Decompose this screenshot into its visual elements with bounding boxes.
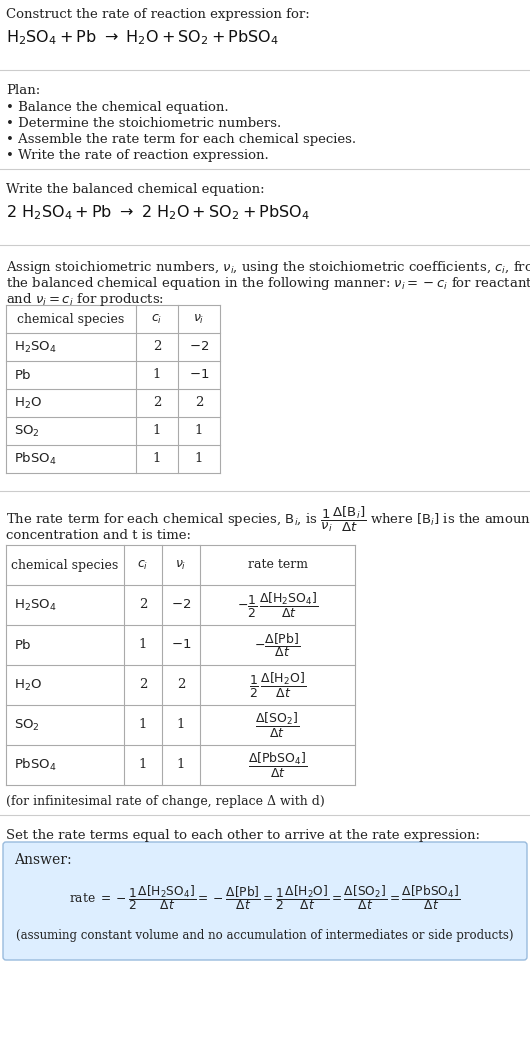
- Text: $\mathrm{H_2O}$: $\mathrm{H_2O}$: [14, 395, 42, 410]
- Text: 2: 2: [139, 679, 147, 691]
- Text: $\mathrm{PbSO_4}$: $\mathrm{PbSO_4}$: [14, 451, 57, 468]
- Text: $\mathrm{2\ H_2SO_4 + Pb\ \rightarrow\ 2\ H_2O + SO_2 + PbSO_4}$: $\mathrm{2\ H_2SO_4 + Pb\ \rightarrow\ 2…: [6, 203, 310, 222]
- Text: • Balance the chemical equation.: • Balance the chemical equation.: [6, 101, 228, 114]
- Text: 1: 1: [139, 758, 147, 772]
- Text: $\mathrm{Pb}$: $\mathrm{Pb}$: [14, 368, 32, 382]
- Text: Write the balanced chemical equation:: Write the balanced chemical equation:: [6, 183, 264, 196]
- Text: 1: 1: [153, 368, 161, 382]
- Text: $\mathrm{SO_2}$: $\mathrm{SO_2}$: [14, 718, 40, 732]
- Text: 1: 1: [177, 719, 185, 731]
- Text: $\mathrm{H_2O}$: $\mathrm{H_2O}$: [14, 678, 42, 692]
- Text: Set the rate terms equal to each other to arrive at the rate expression:: Set the rate terms equal to each other t…: [6, 829, 480, 842]
- Text: 1: 1: [195, 453, 203, 465]
- Text: Answer:: Answer:: [14, 852, 72, 867]
- Text: 2: 2: [153, 396, 161, 409]
- Text: chemical species: chemical species: [17, 313, 125, 325]
- Text: $\mathrm{SO_2}$: $\mathrm{SO_2}$: [14, 424, 40, 438]
- Text: 2: 2: [153, 341, 161, 354]
- Text: • Assemble the rate term for each chemical species.: • Assemble the rate term for each chemic…: [6, 133, 356, 146]
- Text: $-1$: $-1$: [171, 638, 191, 652]
- Text: $-2$: $-2$: [189, 341, 209, 354]
- Text: • Write the rate of reaction expression.: • Write the rate of reaction expression.: [6, 149, 269, 162]
- Text: 2: 2: [195, 396, 203, 409]
- Text: $\mathrm{H_2SO_4 + Pb\ \rightarrow\ H_2O + SO_2 + PbSO_4}$: $\mathrm{H_2SO_4 + Pb\ \rightarrow\ H_2O…: [6, 28, 279, 47]
- Text: rate term: rate term: [248, 559, 307, 571]
- Text: Plan:: Plan:: [6, 84, 40, 97]
- Text: (assuming constant volume and no accumulation of intermediates or side products): (assuming constant volume and no accumul…: [16, 929, 514, 942]
- Text: $\mathrm{H_2SO_4}$: $\mathrm{H_2SO_4}$: [14, 597, 57, 613]
- Text: • Determine the stoichiometric numbers.: • Determine the stoichiometric numbers.: [6, 117, 281, 130]
- Text: Assign stoichiometric numbers, $\nu_i$, using the stoichiometric coefficients, $: Assign stoichiometric numbers, $\nu_i$, …: [6, 259, 530, 276]
- Text: 2: 2: [139, 598, 147, 612]
- Text: $\dfrac{\Delta[\mathrm{PbSO_4}]}{\Delta t}$: $\dfrac{\Delta[\mathrm{PbSO_4}]}{\Delta …: [248, 750, 307, 779]
- Text: $c_i$: $c_i$: [152, 313, 163, 325]
- Text: 2: 2: [177, 679, 185, 691]
- Text: 1: 1: [153, 453, 161, 465]
- Text: and $\nu_i = c_i$ for products:: and $\nu_i = c_i$ for products:: [6, 291, 164, 308]
- Text: $-\dfrac{1}{2}\,\dfrac{\Delta[\mathrm{H_2SO_4}]}{\Delta t}$: $-\dfrac{1}{2}\,\dfrac{\Delta[\mathrm{H_…: [237, 591, 319, 619]
- Text: The rate term for each chemical species, $\mathrm{B}_i$, is $\dfrac{1}{\nu_i}\df: The rate term for each chemical species,…: [6, 505, 530, 535]
- Text: $-\dfrac{\Delta[\mathrm{Pb}]}{\Delta t}$: $-\dfrac{\Delta[\mathrm{Pb}]}{\Delta t}$: [254, 631, 301, 659]
- Text: $\mathrm{H_2SO_4}$: $\mathrm{H_2SO_4}$: [14, 340, 57, 355]
- Text: $-2$: $-2$: [171, 598, 191, 612]
- Text: 1: 1: [139, 719, 147, 731]
- Text: 1: 1: [195, 425, 203, 437]
- FancyBboxPatch shape: [3, 842, 527, 960]
- Text: concentration and t is time:: concentration and t is time:: [6, 529, 191, 542]
- Text: $\dfrac{\Delta[\mathrm{SO_2}]}{\Delta t}$: $\dfrac{\Delta[\mathrm{SO_2}]}{\Delta t}…: [255, 710, 299, 740]
- Text: 1: 1: [139, 638, 147, 652]
- Text: $c_i$: $c_i$: [137, 559, 148, 571]
- Text: $\dfrac{1}{2}\,\dfrac{\Delta[\mathrm{H_2O}]}{\Delta t}$: $\dfrac{1}{2}\,\dfrac{\Delta[\mathrm{H_2…: [249, 670, 306, 700]
- Text: $\nu_i$: $\nu_i$: [193, 313, 205, 325]
- Text: the balanced chemical equation in the following manner: $\nu_i = -c_i$ for react: the balanced chemical equation in the fo…: [6, 275, 530, 292]
- Text: 1: 1: [153, 425, 161, 437]
- Text: (for infinitesimal rate of change, replace Δ with d): (for infinitesimal rate of change, repla…: [6, 795, 325, 808]
- Text: $-1$: $-1$: [189, 368, 209, 382]
- Text: rate $= -\dfrac{1}{2}\dfrac{\Delta[\mathrm{H_2SO_4}]}{\Delta t} = -\dfrac{\Delta: rate $= -\dfrac{1}{2}\dfrac{\Delta[\math…: [69, 883, 461, 912]
- Text: Construct the rate of reaction expression for:: Construct the rate of reaction expressio…: [6, 8, 310, 21]
- Text: 1: 1: [177, 758, 185, 772]
- Text: $\mathrm{Pb}$: $\mathrm{Pb}$: [14, 638, 32, 652]
- Text: $\mathrm{PbSO_4}$: $\mathrm{PbSO_4}$: [14, 757, 57, 773]
- Text: chemical species: chemical species: [11, 559, 119, 571]
- Text: $\nu_i$: $\nu_i$: [175, 559, 187, 571]
